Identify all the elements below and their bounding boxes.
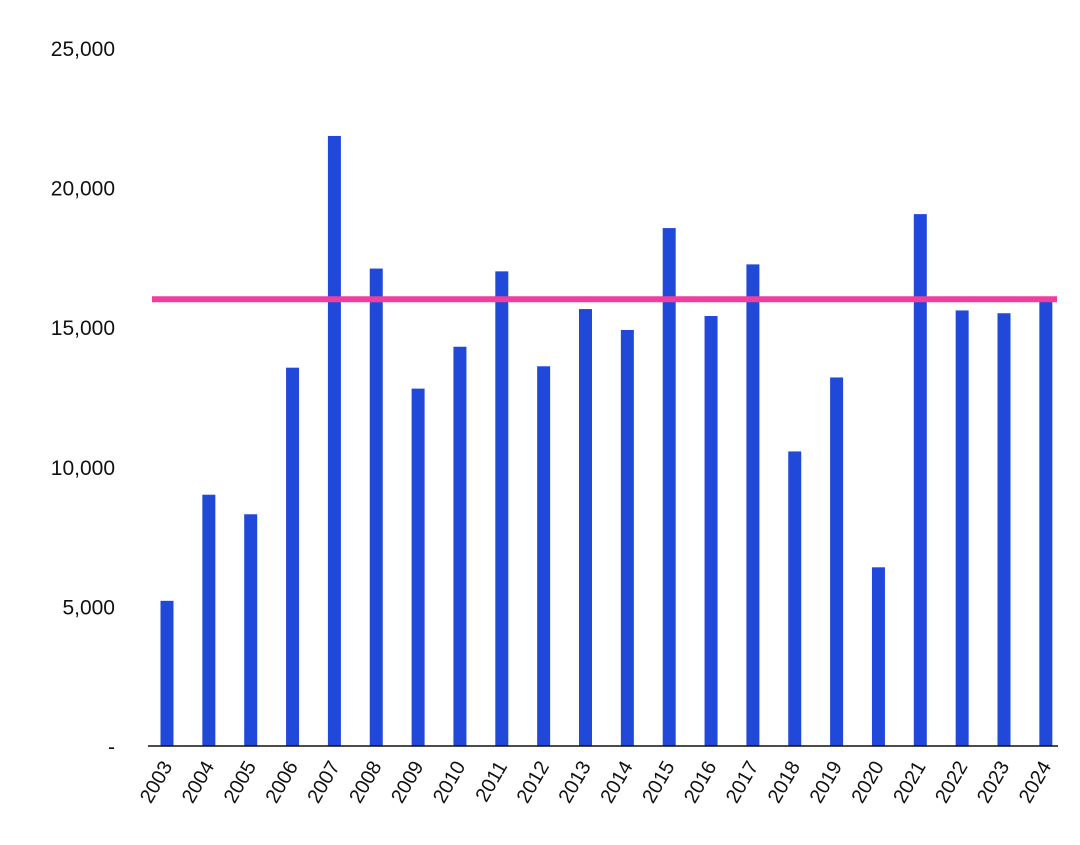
bar-2017 bbox=[746, 264, 760, 746]
x-tick-label: 2014 bbox=[596, 758, 637, 808]
bar-2013 bbox=[579, 309, 592, 746]
x-tick-label: 2005 bbox=[220, 758, 261, 808]
bar-2012 bbox=[537, 366, 551, 746]
x-tick-label: 2018 bbox=[764, 758, 805, 808]
bar-2016 bbox=[704, 316, 718, 746]
x-tick-label: 2015 bbox=[638, 758, 679, 808]
bar-2008 bbox=[369, 268, 383, 746]
x-axis-ticks: 2003 2004 2005 2006 2007 2008 2009 2010 2011 2012… bbox=[136, 758, 1056, 808]
bar-2024 bbox=[1039, 300, 1053, 746]
bar-2020 bbox=[871, 567, 885, 746]
bar-2010 bbox=[453, 346, 467, 746]
x-tick-label: 2004 bbox=[178, 758, 219, 808]
x-tick-label: 2012 bbox=[513, 758, 554, 808]
y-tick-label: 10,000 bbox=[51, 457, 115, 480]
bar-2003 bbox=[160, 600, 174, 746]
y-tick-label: 5,000 bbox=[62, 596, 115, 619]
bar-2014 bbox=[620, 329, 634, 746]
bar-2015 bbox=[662, 228, 676, 746]
x-tick-label: 2016 bbox=[680, 758, 721, 808]
bar-2011 bbox=[495, 271, 509, 746]
y-tick-label: 20,000 bbox=[51, 178, 115, 201]
x-tick-label: 2023 bbox=[973, 758, 1014, 808]
x-tick-label: 2011 bbox=[472, 758, 513, 806]
x-tick-label: 2024 bbox=[1015, 758, 1056, 808]
y-axis-ticks: - 5,000 10,000 15,000 20,000 25,000 bbox=[51, 38, 115, 759]
x-tick-label: 2003 bbox=[136, 758, 177, 808]
bars bbox=[160, 135, 1053, 746]
y-tick-label: - bbox=[108, 736, 115, 759]
x-tick-label: 2021 bbox=[889, 758, 930, 808]
bar-2021 bbox=[913, 214, 927, 746]
x-tick-label: 2010 bbox=[429, 758, 470, 808]
y-tick-label: 15,000 bbox=[51, 317, 115, 340]
x-tick-label: 2013 bbox=[555, 758, 596, 808]
bar-2019 bbox=[830, 377, 844, 746]
bar-2009 bbox=[411, 388, 425, 746]
bar-2004 bbox=[202, 494, 216, 746]
x-tick-label: 2019 bbox=[806, 758, 847, 808]
x-tick-label: 2006 bbox=[262, 758, 303, 808]
x-tick-label: 2020 bbox=[847, 758, 888, 808]
x-tick-label: 2022 bbox=[931, 758, 972, 808]
x-tick-label: 2009 bbox=[387, 758, 428, 808]
bar-2006 bbox=[286, 367, 300, 746]
x-tick-label: 2007 bbox=[303, 758, 344, 808]
bar-2023 bbox=[997, 313, 1011, 746]
x-tick-label: 2017 bbox=[722, 758, 763, 808]
bar-2018 bbox=[788, 451, 802, 746]
y-tick-label: 25,000 bbox=[51, 38, 115, 61]
bar-2007 bbox=[327, 135, 341, 746]
x-tick-label: 2008 bbox=[345, 758, 386, 808]
bar-2022 bbox=[955, 310, 969, 746]
bar-2005 bbox=[244, 514, 258, 746]
